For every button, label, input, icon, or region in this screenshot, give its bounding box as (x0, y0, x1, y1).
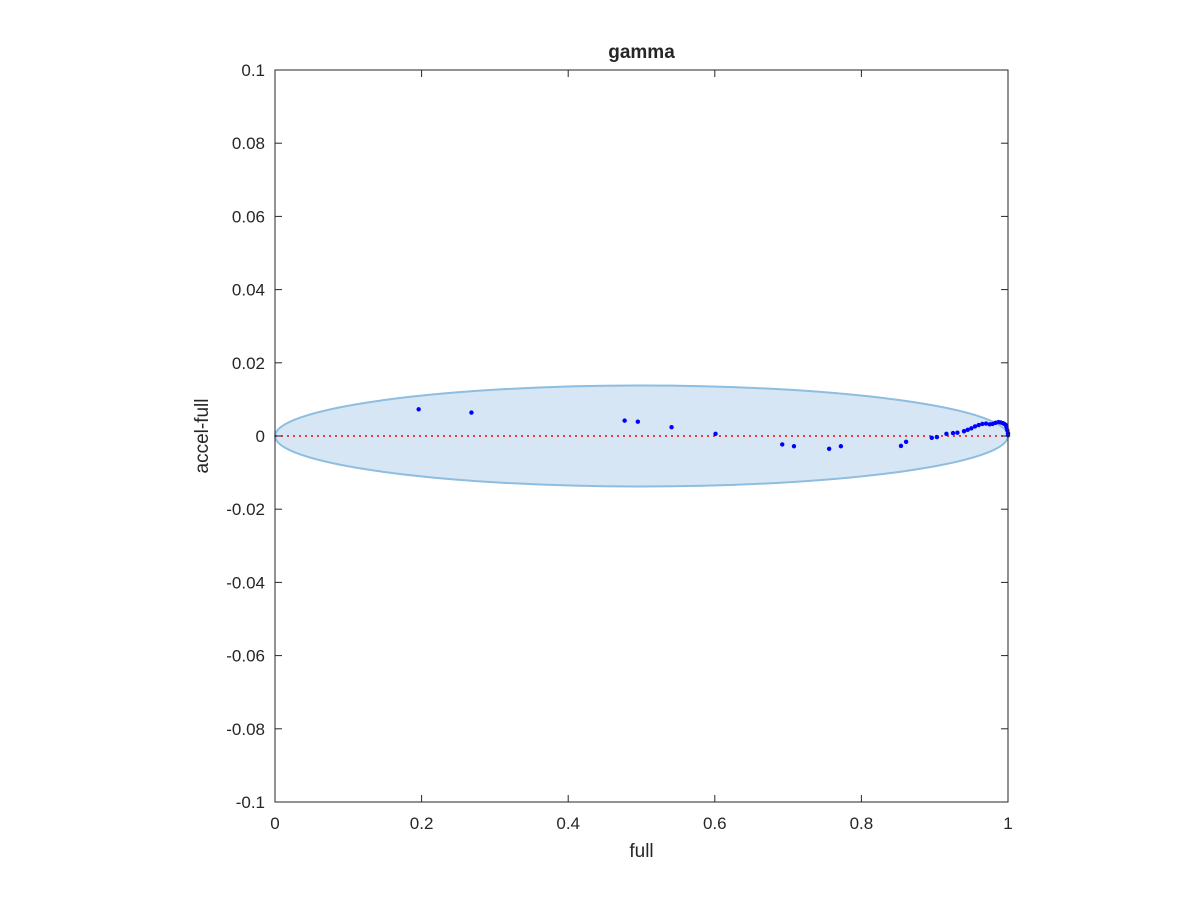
data-point (416, 407, 421, 412)
data-point (980, 421, 985, 427)
y-tick-label: 0.08 (232, 134, 265, 153)
y-tick-label: -0.02 (226, 500, 265, 519)
chart-title: gamma (608, 42, 675, 63)
data-point (944, 431, 949, 437)
y-tick-label: 0.1 (241, 61, 265, 80)
data-point (898, 443, 904, 449)
x-tick-label: 1 (1003, 814, 1012, 833)
data-point (838, 444, 844, 449)
y-tick-label: -0.1 (236, 793, 265, 812)
y-tick-label: 0 (256, 427, 265, 446)
y-tick-label: 0.02 (232, 354, 265, 373)
data-point (965, 427, 970, 432)
x-tick-label: 0.6 (703, 814, 727, 833)
data-point (976, 422, 981, 428)
y-tick-label: 0.04 (232, 281, 265, 300)
data-point (903, 439, 909, 445)
data-point (950, 430, 956, 436)
y-axis-label: accel-full (192, 399, 213, 474)
x-tick-label: 0 (270, 814, 279, 833)
y-tick-label: -0.04 (226, 573, 265, 592)
x-tick-label: 0.2 (410, 814, 434, 833)
data-point (622, 418, 627, 423)
data-point (826, 446, 832, 452)
data-point (972, 424, 978, 429)
y-tick-label: -0.08 (226, 720, 265, 739)
y-tick-label: -0.06 (226, 647, 265, 666)
data-point (955, 430, 960, 435)
x-axis-label: full (629, 841, 653, 862)
data-point (780, 442, 785, 447)
x-tick-label: 0.4 (556, 814, 580, 833)
data-point (669, 425, 674, 430)
y-tick-label: 0.06 (232, 207, 265, 226)
data-point (961, 429, 967, 434)
data-point (713, 431, 718, 437)
data-point (469, 410, 474, 415)
data-point (969, 426, 974, 431)
data-point (635, 419, 641, 424)
x-tick-label: 0.8 (850, 814, 874, 833)
data-point (929, 435, 934, 441)
data-point (791, 444, 797, 449)
data-point (934, 434, 940, 440)
data-point (983, 421, 989, 426)
